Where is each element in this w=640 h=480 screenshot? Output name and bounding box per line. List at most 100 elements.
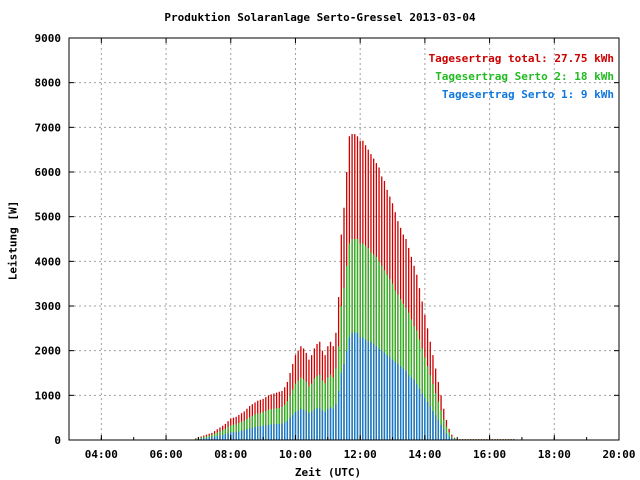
bar-serto1	[216, 435, 218, 440]
bar-serto1	[286, 420, 289, 440]
y-tick-label: 8000	[35, 77, 62, 90]
chart-title: Produktion Solaranlage Serto-Gressel 201…	[164, 11, 476, 24]
bar-serto1	[213, 436, 216, 440]
x-tick-label: 20:00	[602, 448, 635, 461]
bar-serto1	[227, 433, 229, 440]
bar-serto1	[243, 430, 245, 440]
bar-serto2	[289, 395, 291, 440]
bar-serto1	[305, 410, 307, 440]
bar-serto1	[356, 332, 359, 440]
x-tick-label: 06:00	[149, 448, 182, 461]
bar-serto1	[200, 438, 202, 440]
bar-serto1	[335, 404, 337, 440]
bar-serto1	[321, 410, 324, 440]
bar-serto1	[222, 435, 224, 440]
bar-serto1	[205, 438, 208, 440]
bar-serto1	[359, 337, 361, 440]
bar-serto1	[273, 424, 275, 440]
y-tick-label: 4000	[35, 255, 62, 268]
legend-serto2: Tagesertrag Serto 2: 18 kWh	[435, 70, 614, 83]
bar-serto1	[362, 337, 364, 440]
bar-serto1	[240, 430, 243, 440]
bar-serto1	[432, 410, 434, 440]
y-tick-label: 0	[54, 434, 61, 447]
bar-serto1	[375, 346, 377, 440]
bar-serto1	[297, 410, 299, 440]
bar-serto1	[364, 339, 367, 440]
bar-serto1	[405, 370, 407, 440]
bar-serto1	[289, 417, 291, 440]
bar-serto1	[402, 368, 404, 440]
bar-serto1	[311, 411, 313, 440]
bar-serto2	[316, 376, 318, 440]
bar-serto2	[278, 407, 280, 440]
bar-serto1	[281, 423, 283, 440]
plot-frame	[68, 37, 620, 441]
bar-serto2	[335, 368, 337, 440]
bar-serto1	[329, 407, 332, 440]
bar-serto1	[378, 348, 380, 440]
y-tick-label: 6000	[35, 166, 62, 179]
bar-serto1	[254, 427, 256, 440]
y-tick-label: 9000	[35, 32, 62, 45]
bar-serto1	[302, 409, 305, 440]
bar-serto2	[222, 430, 224, 440]
bar-serto1	[208, 437, 210, 440]
bar-serto1	[348, 337, 351, 440]
bar-serto1	[383, 352, 386, 440]
bar-serto2	[453, 438, 456, 440]
bar-serto1	[426, 402, 429, 440]
bar-serto1	[416, 384, 418, 440]
bar-serto2	[343, 288, 345, 440]
x-tick-label: 04:00	[85, 448, 118, 461]
tick-labels: 0 1000 2000 3000 4000 5000 6000 7000 8000 9000 04:…	[35, 32, 636, 461]
bar-serto1	[391, 359, 394, 440]
bar-serto1	[424, 397, 426, 440]
bar-serto2	[324, 383, 326, 440]
bar-serto1	[410, 377, 413, 440]
bar-serto1	[399, 366, 402, 440]
bar-serto2	[195, 438, 197, 440]
bar-serto1	[308, 413, 310, 440]
bar-serto1	[248, 428, 251, 440]
bar-serto2	[273, 408, 275, 440]
bar-serto1	[367, 341, 369, 440]
y-tick-label: 1000	[35, 389, 62, 402]
bar-serto1	[278, 423, 280, 440]
bar-serto1	[351, 332, 353, 440]
x-tick-label: 08:00	[214, 448, 247, 461]
x-tick-label: 12:00	[344, 448, 377, 461]
bar-serto1	[346, 350, 348, 440]
bar-serto1	[257, 426, 259, 440]
bar-serto1	[313, 409, 315, 440]
bar-serto1	[235, 431, 237, 440]
bar-serto1	[246, 429, 248, 440]
bar-serto2	[284, 404, 286, 440]
bar-serto1	[413, 379, 415, 440]
bar-serto1	[445, 433, 448, 440]
y-tick-label: 7000	[35, 121, 62, 134]
bar-serto1	[389, 357, 391, 440]
x-tick-label: 18:00	[538, 448, 571, 461]
bar-serto1	[224, 434, 227, 440]
bar-serto1	[327, 408, 329, 440]
bar-serto1	[397, 364, 399, 440]
bar-serto1	[211, 436, 213, 440]
bar-serto1	[451, 438, 453, 440]
bar-serto1	[418, 388, 421, 440]
bar-serto1	[270, 424, 272, 440]
y-axis-label: Leistung [W]	[6, 200, 20, 281]
bar-serto1	[238, 431, 240, 440]
bar-serto2	[297, 380, 299, 440]
bars-layer	[195, 134, 515, 441]
bar-serto1	[203, 438, 205, 440]
bar-serto1	[381, 350, 383, 440]
bar-serto1	[394, 361, 396, 440]
bar-serto1	[275, 423, 278, 440]
bar-serto1	[435, 415, 437, 440]
bar-serto2	[448, 432, 450, 440]
bar-serto1	[324, 411, 326, 440]
y-tick-label: 3000	[35, 300, 62, 313]
bar-serto1	[292, 414, 294, 440]
y-tick-label: 2000	[35, 345, 62, 358]
